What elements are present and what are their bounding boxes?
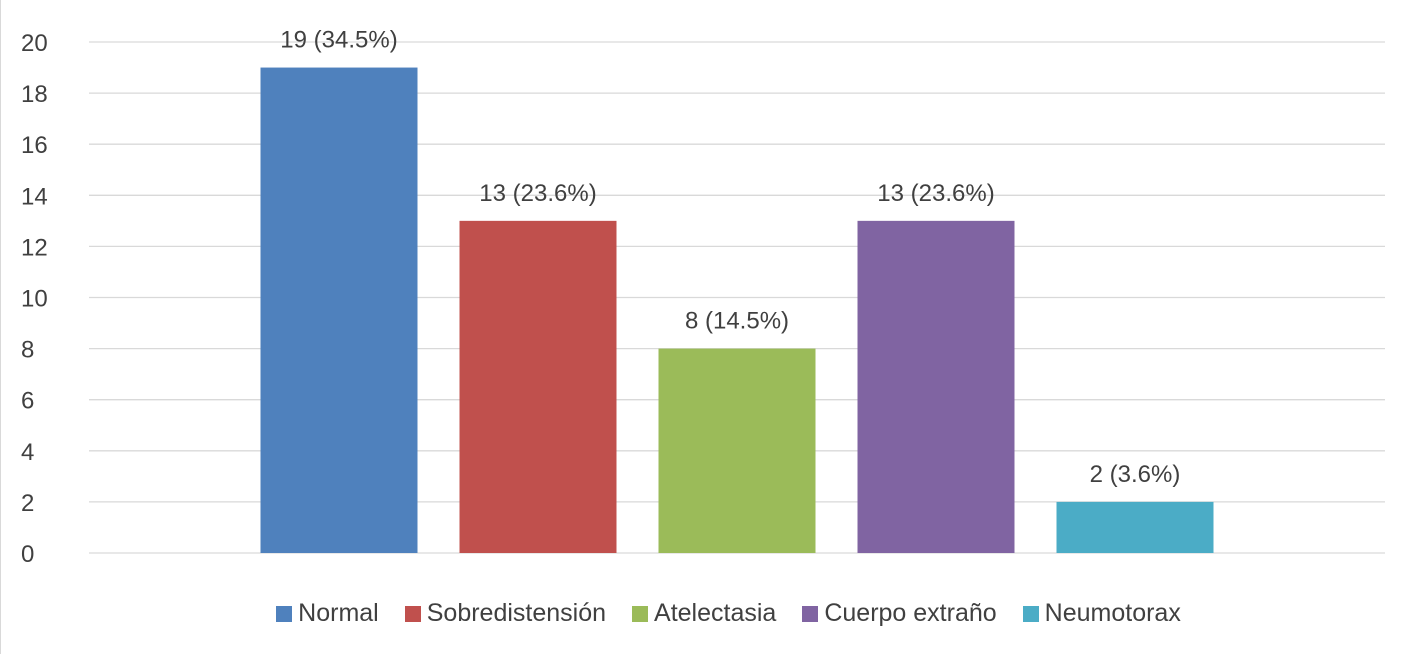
data-label: 13 (23.6%) xyxy=(877,180,994,207)
legend-item: Normal xyxy=(276,599,379,628)
y-tick-label: 8 xyxy=(21,337,34,364)
legend-label: Atelectasia xyxy=(654,599,777,627)
bar-2 xyxy=(459,220,617,553)
y-tick-label: 12 xyxy=(21,234,48,261)
bar-1 xyxy=(260,67,418,554)
legend-item: Neumotorax xyxy=(1022,599,1181,628)
y-tick-label: 0 xyxy=(21,541,34,568)
legend-swatch xyxy=(802,605,819,622)
y-tick-label: 14 xyxy=(21,183,48,210)
legend-swatch xyxy=(632,605,649,622)
y-tick-label: 4 xyxy=(21,439,34,466)
legend-label: Normal xyxy=(298,599,379,627)
y-tick-label: 18 xyxy=(21,81,48,108)
legend-label: Cuerpo extraño xyxy=(824,599,997,627)
legend-item: Cuerpo extraño xyxy=(802,599,997,628)
legend-item: Sobredistensión xyxy=(404,599,607,628)
bar-3 xyxy=(658,348,816,553)
y-tick-label: 6 xyxy=(21,388,34,415)
y-tick-label: 2 xyxy=(21,490,34,517)
data-label: 13 (23.6%) xyxy=(479,180,596,207)
y-tick-label: 10 xyxy=(21,286,48,313)
legend-label: Neumotorax xyxy=(1044,599,1181,627)
legend-label: Sobredistensión xyxy=(426,599,607,627)
legend-swatch xyxy=(276,605,293,622)
bar-5 xyxy=(1056,501,1214,553)
bar-4 xyxy=(857,220,1015,553)
legend-swatch xyxy=(404,605,421,622)
data-label: 19 (34.5%) xyxy=(280,27,397,54)
data-label: 8 (14.5%) xyxy=(685,308,789,335)
y-tick-label: 16 xyxy=(21,132,48,159)
legend-item: Atelectasia xyxy=(632,599,776,628)
y-tick-label: 20 xyxy=(21,30,48,57)
data-label: 2 (3.6%) xyxy=(1090,461,1181,488)
chart-legend: Normal Sobredistensión Atelectasia Cuerpo e… xyxy=(1,599,1403,628)
legend-swatch xyxy=(1022,605,1039,622)
